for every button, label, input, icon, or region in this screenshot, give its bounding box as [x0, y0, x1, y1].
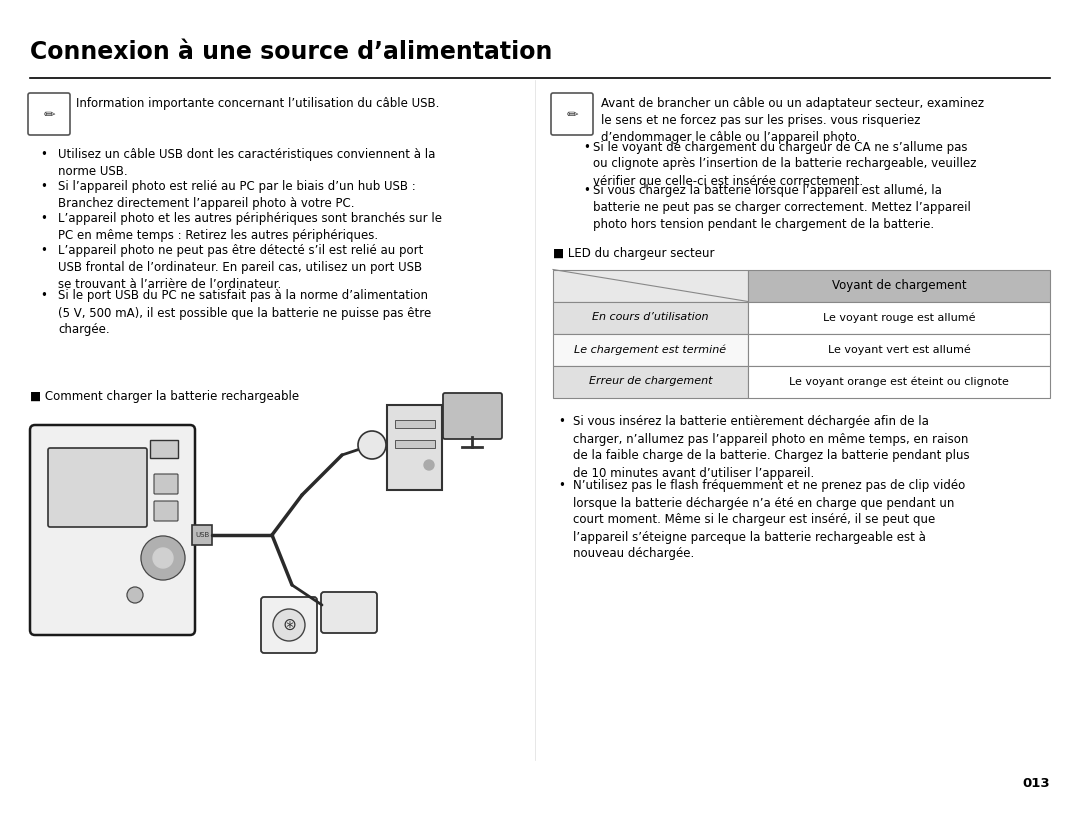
Text: ✏: ✏: [566, 108, 578, 122]
Bar: [553, 270, 748, 302]
FancyBboxPatch shape: [154, 474, 178, 494]
Circle shape: [153, 548, 173, 568]
Bar: [192, 525, 212, 545]
Bar: [150, 440, 178, 458]
Circle shape: [273, 609, 305, 641]
FancyBboxPatch shape: [321, 592, 377, 633]
Bar: [553, 302, 748, 333]
Text: Avant de brancher un câble ou un adaptateur secteur, examinez
le sens et ne forc: Avant de brancher un câble ou un adaptat…: [600, 97, 984, 144]
Text: •: •: [583, 140, 590, 153]
Text: •: •: [558, 416, 565, 429]
Text: ■ Comment charger la batterie rechargeable: ■ Comment charger la batterie rechargeab…: [30, 390, 299, 403]
Text: •: •: [40, 180, 46, 193]
Text: •: •: [583, 184, 590, 197]
Text: •: •: [558, 479, 565, 492]
Bar: [553, 333, 748, 365]
FancyBboxPatch shape: [48, 448, 147, 527]
Text: L’appareil photo ne peut pas être détecté s’il est relié au port
USB frontal de : L’appareil photo ne peut pas être détect…: [58, 244, 423, 291]
Text: Le chargement est terminé: Le chargement est terminé: [575, 344, 727, 355]
Text: •: •: [40, 148, 46, 161]
Text: Si l’appareil photo est relié au PC par le biais d’un hub USB :
Branchez directe: Si l’appareil photo est relié au PC par …: [58, 180, 416, 210]
Text: 013: 013: [1023, 777, 1050, 790]
Bar: [748, 270, 1050, 302]
FancyBboxPatch shape: [30, 425, 195, 635]
Bar: [748, 302, 1050, 333]
Circle shape: [127, 587, 143, 603]
Bar: [395, 420, 435, 428]
Text: Si vous chargez la batterie lorsque l’appareil est allumé, la
batterie ne peut p: Si vous chargez la batterie lorsque l’ap…: [593, 184, 971, 231]
Text: En cours d’utilisation: En cours d’utilisation: [592, 312, 708, 323]
Text: •: •: [40, 212, 46, 225]
Bar: [395, 440, 435, 448]
Text: Erreur de chargement: Erreur de chargement: [589, 377, 712, 386]
Text: L’appareil photo et les autres périphériques sont branchés sur le
PC en même tem: L’appareil photo et les autres périphéri…: [58, 212, 442, 242]
FancyBboxPatch shape: [154, 501, 178, 521]
FancyBboxPatch shape: [261, 597, 318, 653]
Bar: [748, 333, 1050, 365]
Bar: [553, 365, 748, 398]
Circle shape: [424, 460, 434, 470]
Text: Information importante concernant l’utilisation du câble USB.: Information importante concernant l’util…: [76, 97, 440, 110]
Text: •: •: [40, 289, 46, 302]
Text: ⊛: ⊛: [282, 616, 296, 634]
FancyBboxPatch shape: [443, 393, 502, 439]
Text: Si vous insérez la batterie entièrement déchargée afin de la
charger, n’allumez : Si vous insérez la batterie entièrement …: [573, 416, 970, 479]
Text: Le voyant rouge est allumé: Le voyant rouge est allumé: [823, 312, 975, 323]
Circle shape: [357, 431, 386, 459]
Bar: [387, 405, 442, 490]
Text: Connexion à une source d’alimentation: Connexion à une source d’alimentation: [30, 40, 552, 64]
Bar: [748, 365, 1050, 398]
FancyBboxPatch shape: [551, 93, 593, 135]
Text: ■ LED du chargeur secteur: ■ LED du chargeur secteur: [553, 248, 715, 261]
Text: Le voyant orange est éteint ou clignote: Le voyant orange est éteint ou clignote: [789, 377, 1009, 387]
Text: USB: USB: [194, 532, 210, 538]
Text: Utilisez un câble USB dont les caractéristiques conviennent à la
norme USB.: Utilisez un câble USB dont les caractéri…: [58, 148, 435, 178]
Text: ✏: ✏: [43, 108, 55, 122]
Text: •: •: [40, 244, 46, 257]
FancyBboxPatch shape: [28, 93, 70, 135]
Circle shape: [141, 536, 185, 580]
Text: Voyant de chargement: Voyant de chargement: [832, 279, 967, 292]
Text: N’utilisez pas le flash fréquemment et ne prenez pas de clip vidéo
lorsque la ba: N’utilisez pas le flash fréquemment et n…: [573, 479, 966, 561]
Text: Si le port USB du PC ne satisfait pas à la norme d’alimentation
(5 V, 500 mA), i: Si le port USB du PC ne satisfait pas à …: [58, 289, 431, 337]
Text: Si le voyant de chargement du chargeur de CA ne s’allume pas
ou clignote après l: Si le voyant de chargement du chargeur d…: [593, 140, 976, 187]
Text: Le voyant vert est allumé: Le voyant vert est allumé: [827, 344, 970, 355]
